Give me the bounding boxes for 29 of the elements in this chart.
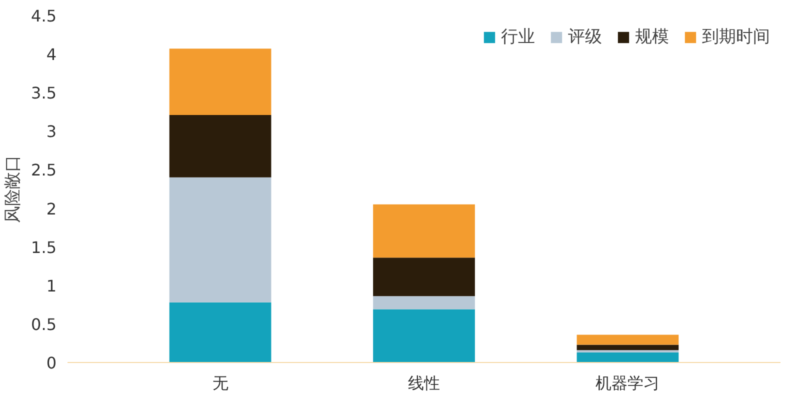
bar	[169, 177, 272, 302]
y-tick-label: 2.5	[31, 160, 57, 180]
y-tick-label: 3	[46, 122, 57, 142]
bar	[373, 296, 475, 310]
bar	[373, 309, 475, 362]
bar	[169, 302, 272, 362]
y-tick-label: 0.5	[31, 314, 57, 334]
bar	[576, 334, 679, 345]
x-tick-label: 无	[212, 374, 228, 392]
bar	[169, 114, 272, 178]
y-tick-label: 1.5	[31, 238, 57, 257]
y-axis-title: 风险敞口	[3, 155, 24, 223]
bar	[576, 344, 679, 350]
y-tick-label: 4.5	[31, 6, 57, 26]
bar	[373, 204, 475, 258]
legend-label: 到期时间	[702, 26, 770, 48]
x-tick-label: 机器学习	[596, 374, 660, 392]
y-tick-label: 4	[46, 45, 57, 64]
legend-label: 评级	[568, 26, 602, 48]
y-tick-label: 2	[46, 199, 57, 218]
y-tick-label: 0	[46, 354, 57, 372]
legend-label: 行业	[501, 26, 535, 48]
bar	[373, 258, 475, 296]
y-tick-label: 1	[46, 276, 57, 296]
bar	[169, 48, 272, 115]
y-tick-label: 3.5	[31, 84, 57, 103]
bar	[576, 352, 679, 362]
legend-label: 规模	[635, 26, 669, 48]
x-tick-label: 线性	[408, 374, 440, 392]
